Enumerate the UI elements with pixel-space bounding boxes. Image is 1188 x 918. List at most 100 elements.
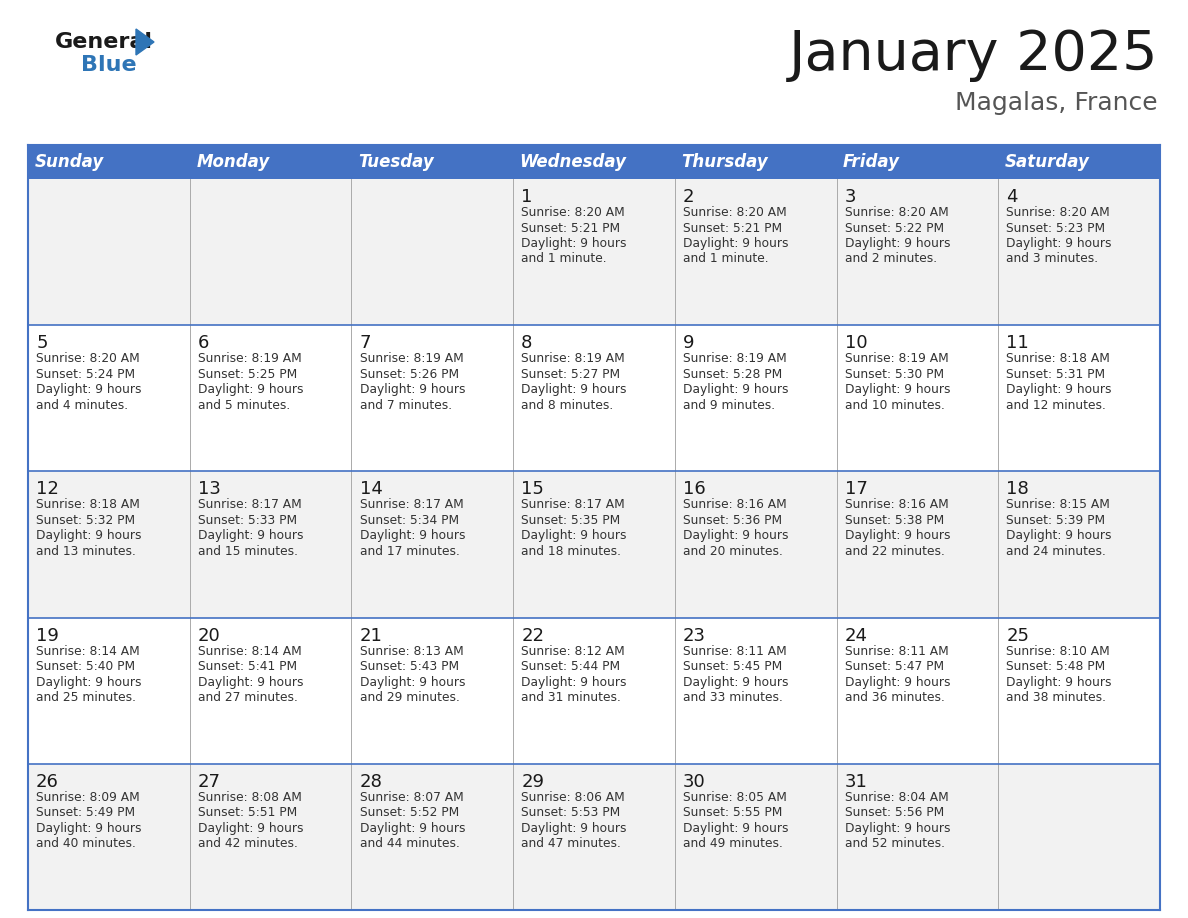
Text: and 1 minute.: and 1 minute. — [522, 252, 607, 265]
Text: Tuesday: Tuesday — [358, 153, 434, 171]
Text: Daylight: 9 hours: Daylight: 9 hours — [845, 822, 950, 834]
Text: Sunset: 5:49 PM: Sunset: 5:49 PM — [36, 806, 135, 819]
Text: Sunrise: 8:13 AM: Sunrise: 8:13 AM — [360, 644, 463, 657]
Text: Sunrise: 8:19 AM: Sunrise: 8:19 AM — [360, 353, 463, 365]
Text: Sunrise: 8:11 AM: Sunrise: 8:11 AM — [845, 644, 948, 657]
Text: 26: 26 — [36, 773, 59, 790]
Text: and 2 minutes.: and 2 minutes. — [845, 252, 937, 265]
Text: Daylight: 9 hours: Daylight: 9 hours — [360, 383, 465, 397]
Text: Daylight: 9 hours: Daylight: 9 hours — [1006, 383, 1112, 397]
Text: Daylight: 9 hours: Daylight: 9 hours — [1006, 530, 1112, 543]
Text: Wednesday: Wednesday — [519, 153, 626, 171]
Text: Sunrise: 8:20 AM: Sunrise: 8:20 AM — [36, 353, 140, 365]
Text: Sunrise: 8:08 AM: Sunrise: 8:08 AM — [197, 790, 302, 804]
Text: Sunset: 5:47 PM: Sunset: 5:47 PM — [845, 660, 943, 673]
Text: Sunset: 5:45 PM: Sunset: 5:45 PM — [683, 660, 782, 673]
Bar — [29, 764, 1159, 910]
Text: and 42 minutes.: and 42 minutes. — [197, 837, 298, 850]
Text: Sunset: 5:27 PM: Sunset: 5:27 PM — [522, 368, 620, 381]
Text: Daylight: 9 hours: Daylight: 9 hours — [522, 822, 627, 834]
Text: Sunset: 5:56 PM: Sunset: 5:56 PM — [845, 806, 944, 819]
Text: 31: 31 — [845, 773, 867, 790]
Text: Sunset: 5:21 PM: Sunset: 5:21 PM — [683, 221, 782, 234]
Text: Daylight: 9 hours: Daylight: 9 hours — [845, 676, 950, 688]
Text: Daylight: 9 hours: Daylight: 9 hours — [197, 530, 303, 543]
Text: Sunrise: 8:11 AM: Sunrise: 8:11 AM — [683, 644, 786, 657]
Text: Sunset: 5:28 PM: Sunset: 5:28 PM — [683, 368, 782, 381]
Text: Daylight: 9 hours: Daylight: 9 hours — [36, 383, 141, 397]
Text: Sunrise: 8:10 AM: Sunrise: 8:10 AM — [1006, 644, 1110, 657]
Text: Daylight: 9 hours: Daylight: 9 hours — [845, 530, 950, 543]
Text: 16: 16 — [683, 480, 706, 498]
Text: Daylight: 9 hours: Daylight: 9 hours — [360, 530, 465, 543]
Text: and 15 minutes.: and 15 minutes. — [197, 545, 298, 558]
Text: Monday: Monday — [196, 153, 270, 171]
Bar — [29, 145, 1159, 179]
Text: 8: 8 — [522, 334, 532, 353]
Text: and 33 minutes.: and 33 minutes. — [683, 691, 783, 704]
Text: 28: 28 — [360, 773, 383, 790]
Text: and 49 minutes.: and 49 minutes. — [683, 837, 783, 850]
Text: General: General — [55, 32, 153, 52]
Text: and 3 minutes.: and 3 minutes. — [1006, 252, 1099, 265]
Text: 5: 5 — [36, 334, 48, 353]
Text: Sunrise: 8:07 AM: Sunrise: 8:07 AM — [360, 790, 463, 804]
Text: Blue: Blue — [81, 55, 137, 75]
Text: 17: 17 — [845, 480, 867, 498]
Text: and 13 minutes.: and 13 minutes. — [36, 545, 135, 558]
Text: and 52 minutes.: and 52 minutes. — [845, 837, 944, 850]
Text: Daylight: 9 hours: Daylight: 9 hours — [522, 530, 627, 543]
Text: 1: 1 — [522, 188, 532, 206]
Text: Sunset: 5:32 PM: Sunset: 5:32 PM — [36, 514, 135, 527]
Text: 3: 3 — [845, 188, 857, 206]
Text: Sunrise: 8:18 AM: Sunrise: 8:18 AM — [36, 498, 140, 511]
Text: and 27 minutes.: and 27 minutes. — [197, 691, 298, 704]
Text: Daylight: 9 hours: Daylight: 9 hours — [683, 822, 789, 834]
Text: Sunrise: 8:20 AM: Sunrise: 8:20 AM — [845, 206, 948, 219]
Text: 12: 12 — [36, 480, 59, 498]
Text: 20: 20 — [197, 627, 221, 644]
Text: Sunset: 5:44 PM: Sunset: 5:44 PM — [522, 660, 620, 673]
Text: and 7 minutes.: and 7 minutes. — [360, 398, 451, 411]
Text: Sunrise: 8:18 AM: Sunrise: 8:18 AM — [1006, 353, 1111, 365]
Text: and 25 minutes.: and 25 minutes. — [36, 691, 137, 704]
Text: Sunrise: 8:15 AM: Sunrise: 8:15 AM — [1006, 498, 1111, 511]
Text: Daylight: 9 hours: Daylight: 9 hours — [36, 822, 141, 834]
Text: 21: 21 — [360, 627, 383, 644]
Text: Sunrise: 8:14 AM: Sunrise: 8:14 AM — [36, 644, 140, 657]
Text: Sunrise: 8:19 AM: Sunrise: 8:19 AM — [683, 353, 786, 365]
Text: and 1 minute.: and 1 minute. — [683, 252, 769, 265]
Text: Sunrise: 8:19 AM: Sunrise: 8:19 AM — [522, 353, 625, 365]
Bar — [29, 325, 1159, 472]
Text: and 18 minutes.: and 18 minutes. — [522, 545, 621, 558]
Text: Sunset: 5:33 PM: Sunset: 5:33 PM — [197, 514, 297, 527]
Text: Sunset: 5:55 PM: Sunset: 5:55 PM — [683, 806, 783, 819]
Text: Sunset: 5:39 PM: Sunset: 5:39 PM — [1006, 514, 1106, 527]
Text: 14: 14 — [360, 480, 383, 498]
Text: and 8 minutes.: and 8 minutes. — [522, 398, 613, 411]
Text: and 40 minutes.: and 40 minutes. — [36, 837, 135, 850]
Text: and 4 minutes.: and 4 minutes. — [36, 398, 128, 411]
Text: Daylight: 9 hours: Daylight: 9 hours — [683, 383, 789, 397]
Text: Sunset: 5:30 PM: Sunset: 5:30 PM — [845, 368, 943, 381]
Text: 13: 13 — [197, 480, 221, 498]
Text: Sunset: 5:24 PM: Sunset: 5:24 PM — [36, 368, 135, 381]
Text: Sunrise: 8:14 AM: Sunrise: 8:14 AM — [197, 644, 302, 657]
Text: and 10 minutes.: and 10 minutes. — [845, 398, 944, 411]
Text: Daylight: 9 hours: Daylight: 9 hours — [1006, 237, 1112, 250]
Text: Sunset: 5:41 PM: Sunset: 5:41 PM — [197, 660, 297, 673]
Text: Daylight: 9 hours: Daylight: 9 hours — [683, 676, 789, 688]
Text: Sunrise: 8:16 AM: Sunrise: 8:16 AM — [683, 498, 786, 511]
Text: Sunrise: 8:09 AM: Sunrise: 8:09 AM — [36, 790, 140, 804]
Text: and 9 minutes.: and 9 minutes. — [683, 398, 775, 411]
Text: 10: 10 — [845, 334, 867, 353]
Text: Sunset: 5:21 PM: Sunset: 5:21 PM — [522, 221, 620, 234]
Text: Friday: Friday — [843, 153, 901, 171]
Text: Saturday: Saturday — [1005, 153, 1089, 171]
Text: Sunrise: 8:16 AM: Sunrise: 8:16 AM — [845, 498, 948, 511]
Text: Daylight: 9 hours: Daylight: 9 hours — [360, 822, 465, 834]
Text: Daylight: 9 hours: Daylight: 9 hours — [845, 383, 950, 397]
Text: 6: 6 — [197, 334, 209, 353]
Text: and 44 minutes.: and 44 minutes. — [360, 837, 460, 850]
Text: 18: 18 — [1006, 480, 1029, 498]
